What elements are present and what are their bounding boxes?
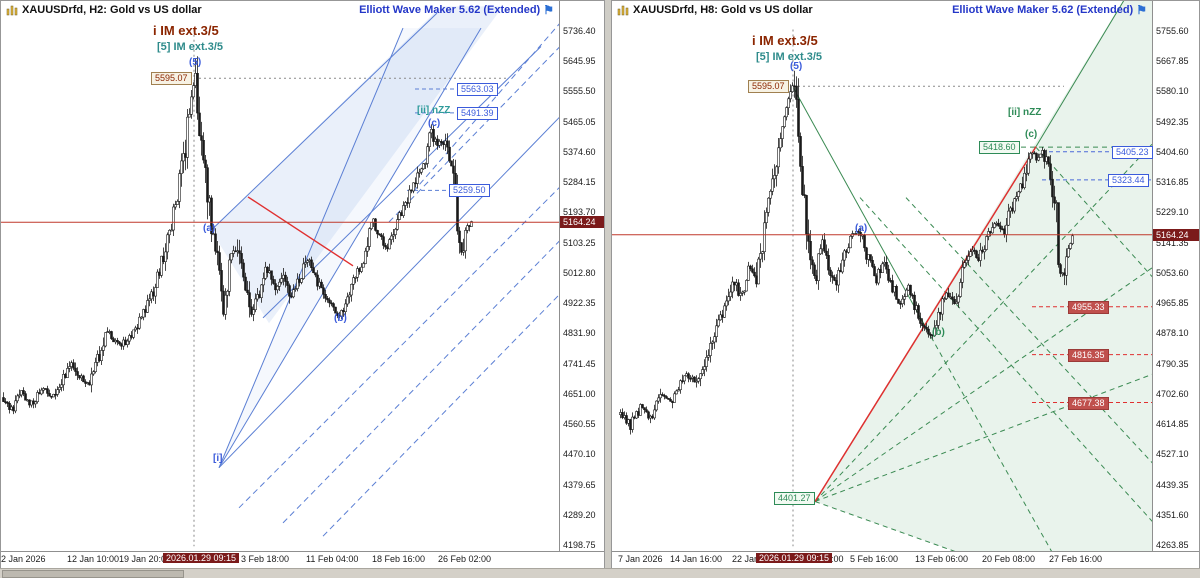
time-label: 13 Feb 06:00 [915,554,969,564]
falling-dashed[interactable] [1035,146,1153,278]
price-tick: 5645.95 [563,56,596,66]
time-label: :00 [831,554,844,564]
projection-dashed[interactable] [238,186,560,509]
time-label-highlighted: 2026.01.29 09:15 [756,553,833,563]
price-axis[interactable]: 5755.60 5667.85 5580.10 5492.35 5404.60 5316.… [1152,1,1199,552]
ewm-text: Elliott Wave Maker 5.62 (Extended) [952,4,1134,16]
price-tick: 5667.85 [1156,56,1189,66]
chart-header: XAUUSDrfd, H8: Gold vs US dollar [617,4,813,16]
gann-fan[interactable] [814,373,1153,502]
price-tick: 4831.90 [563,328,596,338]
chart-header: XAUUSDrfd, H2: Gold vs US dollar [6,4,202,16]
time-label: 7 Jan 2026 [618,554,663,564]
price-tick: 4614.85 [1156,419,1189,429]
price-tick: 4965.85 [1156,298,1189,308]
ewm-indicator-label: Elliott Wave Maker 5.62 (Extended) ⚑ [952,4,1147,16]
scrollbar-thumb[interactable] [2,570,184,578]
price-tick: 5755.60 [1156,26,1189,36]
chart-title: XAUUSDrfd, H2: Gold vs US dollar [22,4,202,16]
candle-series [2,56,473,415]
projection-dashed[interactable] [322,293,560,537]
current-price-badge: 5164.24 [1153,229,1199,241]
green-wedge-fill [815,1,1153,553]
candlestick-chart-h2[interactable] [1,1,560,553]
time-label: 5 Feb 16:00 [850,554,899,564]
ewm-text: Elliott Wave Maker 5.62 (Extended) [359,4,541,16]
price-tick: 4741.45 [563,359,596,369]
time-label: 19 Jan 20:00 [119,554,172,564]
price-tick: 4289.20 [563,510,596,520]
price-tick: 5053.60 [1156,268,1189,278]
time-label: 3 Feb 18:00 [241,554,290,564]
red-trendline[interactable] [247,196,354,267]
price-tick: 5580.10 [1156,86,1189,96]
time-label: 14 Jan 16:00 [670,554,723,564]
price-tick: 5404.60 [1156,147,1189,157]
time-label: 12 Jan 10:00 [67,554,120,564]
time-label: 18 Feb 16:00 [372,554,426,564]
ewm-logo-icon: ⚑ [1136,3,1147,17]
price-tick: 5284.15 [563,177,596,187]
time-label-highlighted: 2026.01.29 09:15 [163,553,240,563]
price-tick: 4263.85 [1156,540,1189,550]
peak-trendline[interactable] [792,86,932,338]
candle-series [619,70,1074,435]
price-tick: 5316.85 [1156,177,1189,187]
time-axis[interactable]: 2 Jan 2026 12 Jan 10:00 19 Jan 20:00 2026.0… [1,551,604,568]
falling-dashed[interactable] [905,197,1153,464]
pitchfork-line[interactable] [218,27,482,468]
time-label: 2 Jan 2026 [1,554,46,564]
price-tick: 4560.55 [563,419,596,429]
current-price-badge: 5164.24 [560,216,604,228]
chart-window-icon [6,5,18,15]
price-tick: 5193.70 [563,207,596,217]
blue-channel-fill [211,6,503,324]
price-tick: 4470.10 [563,449,596,459]
price-tick: 4527.10 [1156,449,1189,459]
time-label: 11 Feb 04:00 [306,554,359,564]
gann-fan[interactable] [814,142,1153,502]
price-tick: 4439.35 [1156,480,1189,490]
price-tick: 4351.60 [1156,510,1189,520]
horizontal-scrollbar[interactable] [0,568,1200,578]
price-tick: 4878.10 [1156,328,1189,338]
pitchfork-line[interactable] [218,116,560,469]
price-tick: 4651.00 [563,389,596,399]
price-tick: 5465.05 [563,117,596,127]
time-label: 27 Feb 16:00 [1049,554,1103,564]
chart-window-icon [617,5,629,15]
projection-dashed[interactable] [282,240,560,524]
price-tick: 4379.65 [563,480,596,490]
price-tick: 5103.25 [563,238,596,248]
red-impulse-line[interactable] [814,146,1037,502]
price-tick: 5141.35 [1156,238,1189,248]
candlestick-chart-h8[interactable] [612,1,1153,553]
price-tick: 5229.10 [1156,207,1189,217]
price-tick: 5374.60 [563,147,596,157]
price-axis[interactable]: 5736.40 5645.95 5555.50 5465.05 5374.60 5284.… [559,1,604,552]
ewm-logo-icon: ⚑ [543,3,554,17]
price-tick: 4790.35 [1156,359,1189,369]
chart-title: XAUUSDrfd, H8: Gold vs US dollar [633,4,813,16]
price-tick: 4702.60 [1156,389,1189,399]
price-tick: 5736.40 [563,26,596,36]
price-tick: 4198.75 [563,540,596,550]
price-tick: 5492.35 [1156,117,1189,127]
chart-panel-h2[interactable]: 5736.40 5645.95 5555.50 5465.05 5374.60 5284.… [0,0,605,569]
time-label: 20 Feb 08:00 [982,554,1036,564]
price-tick: 5012.80 [563,268,596,278]
price-tick: 5555.50 [563,86,596,96]
chart-panel-h8[interactable]: 5755.60 5667.85 5580.10 5492.35 5404.60 5316.… [611,0,1200,569]
time-label: 26 Feb 02:00 [438,554,492,564]
pitchfork-line[interactable] [218,27,404,468]
ewm-indicator-label: Elliott Wave Maker 5.62 (Extended) ⚑ [359,4,554,16]
falling-dashed[interactable] [859,197,1153,523]
channel-edge[interactable] [210,12,438,231]
price-tick: 4922.35 [563,298,596,308]
projection-dashed[interactable] [388,46,560,223]
